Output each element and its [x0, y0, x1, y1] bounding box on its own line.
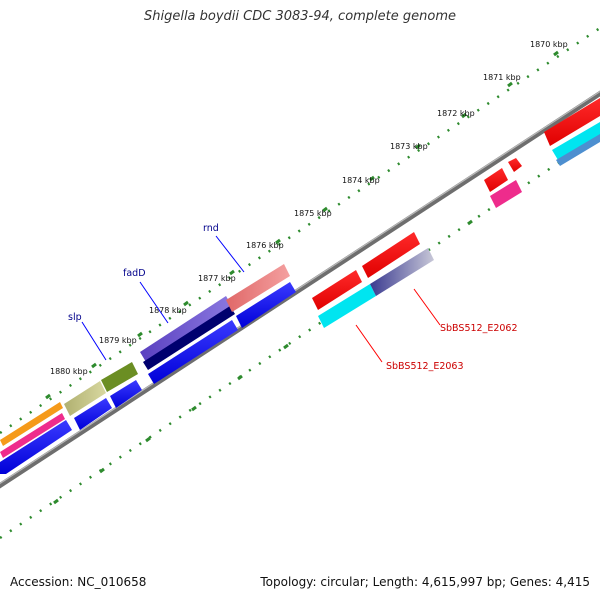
gene-feature-orange: [0, 402, 63, 446]
gene-feature-red: [544, 98, 600, 146]
gene-feature-blue: [148, 320, 238, 384]
genome-summary-text: Topology: circular; Length: 4,615,997 bp…: [260, 575, 590, 589]
map-title: Shigella boydii CDC 3083-94, complete ge…: [143, 9, 457, 24]
forward-features: [0, 264, 296, 474]
gene-feature-navy: [143, 306, 235, 370]
gene-feature-blue: [236, 282, 296, 328]
gene-feature-red: [312, 270, 362, 310]
gene-label-sbbs512-e2063: SbBS512_E2063: [386, 361, 464, 372]
label-leader-lines: [81, 235, 441, 363]
gene-feature-red: [508, 158, 522, 172]
gene-feature-red: [362, 232, 420, 278]
gene-feature-olive-dark: [101, 362, 138, 392]
gene-feature-magenta: [490, 180, 522, 208]
tick-label: 1870 kbp: [530, 40, 568, 49]
outer-tick-ruler: [0, 26, 600, 435]
tick-label: 1876 kbp: [246, 241, 284, 250]
gene-feature-blue: [110, 380, 142, 408]
gene-feature-red: [484, 168, 508, 192]
gene-label-slp: slp: [68, 312, 82, 323]
tick-label: 1878 kbp: [149, 306, 187, 315]
reverse-features: [312, 98, 600, 328]
gene-feature-slp: [64, 381, 106, 416]
gene-feature-blue: [0, 420, 72, 474]
tick-label: 1880 kbp: [50, 367, 88, 376]
gene-feature-navygray: [370, 248, 434, 296]
tick-label: 1873 kbp: [390, 142, 428, 151]
gene-feature-pink: [0, 413, 65, 458]
accession-text: Accession: NC_010658: [10, 575, 147, 589]
tick-label: 1872 kbp: [437, 109, 475, 118]
gene-feature-fadd: [140, 296, 232, 362]
gene-feature-cyan: [552, 122, 600, 160]
tick-label: 1874 kbp: [342, 176, 380, 185]
gene-label-fadd: fadD: [123, 268, 146, 279]
gene-feature-blue: [74, 398, 112, 430]
tick-label: 1879 kbp: [99, 336, 137, 345]
gene-labels: slp fadD rnd SbBS512_E2062 SbBS512_E2063: [68, 223, 518, 372]
gene-label-sbbs512-e2062: SbBS512_E2062: [440, 323, 518, 334]
outer-major-ticks: [45, 50, 559, 400]
tick-label: 1875 kbp: [294, 209, 332, 218]
gene-label-rnd: rnd: [203, 223, 219, 234]
tick-labels: 1870 kbp 1871 kbp 1872 kbp 1873 kbp 1874…: [50, 40, 568, 376]
tick-label: 1871 kbp: [483, 73, 521, 82]
gene-feature-rnd: [226, 264, 290, 312]
gene-feature-cyan: [318, 284, 376, 328]
genome-backbone: [0, 90, 600, 489]
tick-label: 1877 kbp: [198, 274, 236, 283]
gene-feature-steel: [556, 134, 600, 166]
